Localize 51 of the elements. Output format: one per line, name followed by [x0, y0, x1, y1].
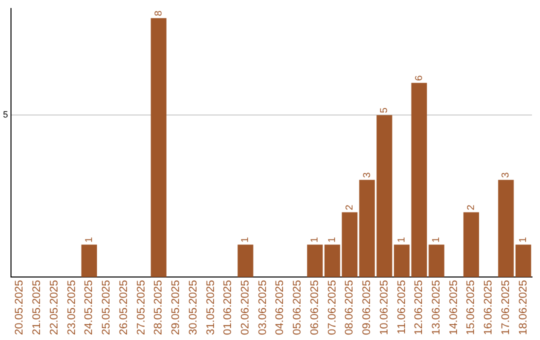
- bar: [150, 18, 166, 277]
- x-tick-label: 05.06.2025: [292, 280, 304, 336]
- x-tick-label: 22.05.2025: [48, 280, 60, 336]
- bar: [307, 244, 323, 277]
- x-tick-label: 07.06.2025: [326, 280, 338, 336]
- data-label: 1: [310, 236, 321, 243]
- x-tick-label: 08.06.2025: [344, 280, 356, 336]
- bar: [238, 244, 254, 277]
- data-label: 1: [240, 236, 252, 243]
- data-label: 5: [379, 107, 390, 114]
- x-tick-label: 26.05.2025: [118, 280, 130, 336]
- x-tick-label: 23.05.2025: [66, 280, 78, 336]
- x-tick-label: 11.06.2025: [396, 280, 408, 334]
- x-tick-label: 09.06.2025: [361, 280, 374, 336]
- data-label: 6: [414, 74, 425, 81]
- x-tick-label: 04.06.2025: [274, 280, 286, 336]
- data-label: 1: [84, 236, 95, 243]
- x-tick-label: 10.06.2025: [378, 280, 390, 336]
- x-tick-label: 12.06.2025: [413, 280, 426, 336]
- x-tick-label: 28.05.2025: [152, 280, 165, 336]
- x-tick-label: 24.05.2025: [83, 280, 96, 336]
- x-tick-label: 15.06.2025: [465, 280, 478, 336]
- x-tick-label: 20.05.2025: [14, 280, 26, 336]
- data-label: 1: [396, 236, 408, 243]
- x-tick-label: 13.06.2025: [430, 280, 443, 336]
- data-label: 8: [153, 10, 164, 16]
- x-tick-label: 25.05.2025: [100, 280, 113, 336]
- x-tick-label: 17.06.2025: [500, 280, 512, 336]
- x-tick-label: 18.06.2025: [517, 280, 530, 336]
- data-label: 1: [327, 236, 338, 243]
- data-label: 2: [344, 204, 356, 210]
- data-label: 3: [500, 172, 512, 178]
- x-tick-label: 30.05.2025: [187, 280, 200, 336]
- bar: [463, 212, 480, 277]
- data-label: 3: [362, 172, 373, 178]
- data-label: 1: [518, 236, 530, 243]
- x-tick-label: 14.06.2025: [448, 280, 460, 336]
- x-tick-label: 29.05.2025: [170, 280, 182, 336]
- x-tick-label: 31.05.2025: [204, 280, 217, 336]
- x-tick-label: 03.06.2025: [256, 280, 269, 336]
- x-tick-label: 01.06.2025: [222, 280, 234, 336]
- x-tick-label: 21.05.2025: [31, 280, 44, 336]
- x-tick-label: 27.05.2025: [135, 280, 148, 336]
- bar: [394, 244, 410, 277]
- x-tick-label: 06.06.2025: [308, 280, 321, 336]
- x-tick-label: 16.06.2025: [482, 280, 495, 336]
- bar: [81, 244, 97, 277]
- data-label: 2: [466, 204, 477, 210]
- data-label: 1: [431, 236, 442, 243]
- x-tick-label: 02.06.2025: [239, 280, 252, 336]
- bar: [324, 244, 340, 277]
